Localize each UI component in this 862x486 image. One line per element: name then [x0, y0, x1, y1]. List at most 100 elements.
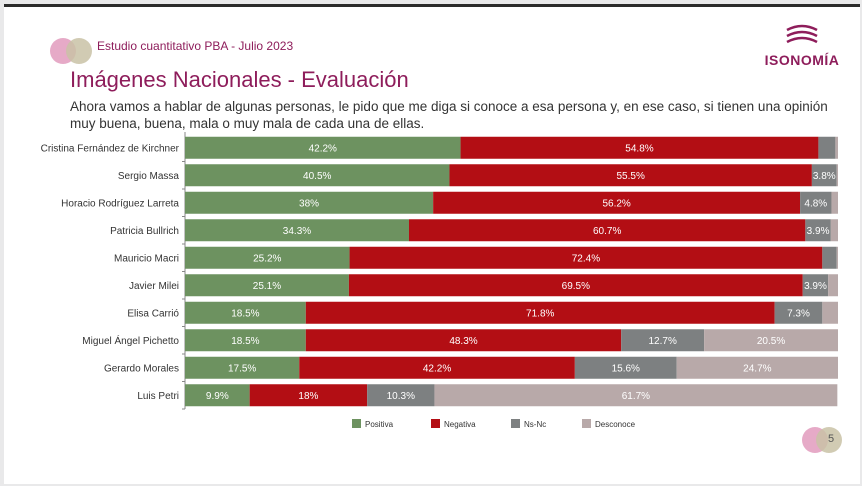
bar-segment	[828, 274, 838, 297]
data-label: 48.3%	[449, 336, 477, 347]
data-label: 15.6%	[612, 363, 640, 374]
bar-segment	[305, 329, 622, 352]
data-label: 24.7%	[743, 363, 771, 374]
bar-segment	[348, 274, 803, 297]
data-label: 61.7%	[622, 391, 650, 402]
category-label: Patricia Bullrich	[110, 226, 179, 237]
bar-segment	[367, 384, 435, 407]
category-label: Horacio Rodríguez Larreta	[61, 198, 179, 209]
logo-text: ISONOMÍA	[764, 52, 840, 68]
category-label: Mauricio Macri	[114, 253, 179, 264]
data-label: 34.3%	[283, 226, 311, 237]
bar-segment	[831, 191, 838, 214]
bar-segment	[185, 136, 461, 159]
data-label: 40.5%	[303, 171, 331, 182]
top-rule	[4, 4, 860, 7]
bar-segment	[185, 384, 250, 407]
data-label: 4.8%	[804, 198, 827, 209]
bar-segment	[185, 301, 306, 324]
bar-segment	[408, 219, 806, 242]
stacked-bar-chart: Cristina Fernández de Kirchner 42.2% 54.8%…	[41, 132, 838, 429]
bar-segment	[460, 136, 819, 159]
bar-segment	[185, 274, 349, 297]
bar-segment	[621, 329, 705, 352]
bar-segment	[249, 384, 368, 407]
bar-segment	[185, 191, 434, 214]
bar-segment	[704, 329, 838, 352]
bar-segment	[574, 356, 677, 379]
category-label: Sergio Massa	[118, 171, 180, 182]
category-label: Gerardo Morales	[104, 363, 179, 374]
legend-swatch	[582, 419, 591, 428]
page-number: 5	[828, 433, 835, 445]
bar-segment	[818, 136, 836, 159]
bar-segment	[774, 301, 823, 324]
slide: Estudio cuantitativo PBA - Julio 2023 IS…	[4, 4, 860, 484]
bar-segment	[822, 246, 837, 269]
legend-label: Negativa	[444, 420, 476, 429]
legend-swatch	[511, 419, 520, 428]
bar-segment	[805, 219, 831, 242]
bar-segment	[185, 329, 306, 352]
bar-segment	[185, 246, 350, 269]
data-label: 71.8%	[526, 308, 554, 319]
bar-segment	[299, 356, 575, 379]
data-label: 25.2%	[253, 253, 281, 264]
data-label: 3.9%	[807, 226, 830, 237]
bar-segment	[830, 219, 838, 242]
bar-segment	[822, 301, 838, 324]
page-title: Imágenes Nacionales - Evaluación	[70, 67, 409, 92]
bar-segment	[185, 356, 300, 379]
data-label: 55.5%	[616, 171, 644, 182]
data-label: 9.9%	[206, 391, 229, 402]
bar-segment	[835, 136, 838, 159]
category-label: Miguel Ángel Pichetto	[82, 334, 179, 347]
bar-segment	[800, 191, 832, 214]
bar-segment	[802, 274, 829, 297]
data-label: 54.8%	[625, 143, 653, 154]
bar-segment	[434, 384, 838, 407]
logo-waves-icon	[786, 24, 818, 44]
data-label: 56.2%	[602, 198, 630, 209]
data-label: 42.2%	[309, 143, 337, 154]
isonomia-logo: ISONOMÍA	[762, 24, 842, 69]
data-label: 60.7%	[593, 226, 621, 237]
category-label: Javier Milei	[129, 281, 179, 292]
category-label: Luis Petri	[137, 391, 179, 402]
data-label: 72.4%	[572, 253, 600, 264]
legend-label: Positiva	[365, 420, 394, 429]
data-label: 69.5%	[562, 281, 590, 292]
bar-segment	[811, 164, 837, 187]
data-label: 17.5%	[228, 363, 256, 374]
bar-segment	[836, 164, 838, 187]
legend-label: Ns-Nc	[524, 420, 546, 429]
bar-segment	[185, 219, 409, 242]
legend-label: Desconoce	[595, 420, 636, 429]
page-number-badge: 5	[802, 425, 844, 455]
data-label: 12.7%	[648, 336, 676, 347]
bar-segment	[433, 191, 801, 214]
bar-segment	[836, 246, 838, 269]
category-label: Cristina Fernández de Kirchner	[41, 143, 180, 154]
data-label: 25.1%	[253, 281, 281, 292]
data-label: 3.8%	[813, 171, 836, 182]
data-label: 10.3%	[387, 391, 415, 402]
bar-segment	[349, 246, 823, 269]
legend-swatch	[352, 419, 361, 428]
bar-segment	[676, 356, 838, 379]
data-label: 20.5%	[757, 336, 785, 347]
bar-segment	[305, 301, 775, 324]
data-label: 18%	[298, 391, 318, 402]
data-label: 42.2%	[423, 363, 451, 374]
bar-segment	[449, 164, 812, 187]
legend-swatch	[431, 419, 440, 428]
study-label: Estudio cuantitativo PBA - Julio 2023	[97, 39, 294, 53]
data-label: 7.3%	[787, 308, 810, 319]
data-label: 18.5%	[231, 336, 259, 347]
data-label: 18.5%	[231, 308, 259, 319]
bar-segment	[185, 164, 450, 187]
brand-circles-icon	[50, 38, 100, 64]
question-text: Ahora vamos a hablar de algunas personas…	[70, 99, 828, 131]
category-label: Elisa Carrió	[127, 308, 179, 319]
data-label: 38%	[299, 198, 319, 209]
